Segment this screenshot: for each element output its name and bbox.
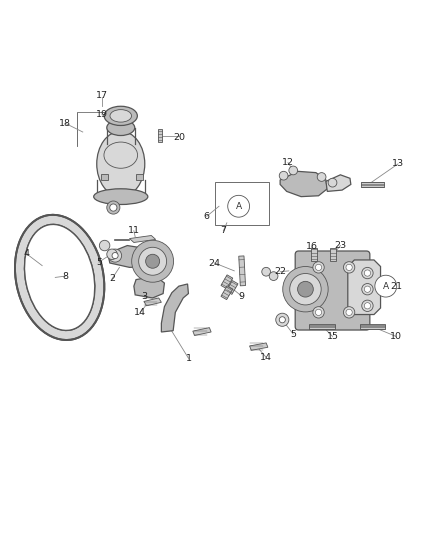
Circle shape [375, 275, 397, 297]
Polygon shape [226, 280, 238, 294]
Circle shape [313, 306, 324, 318]
Text: 4: 4 [23, 249, 29, 258]
Circle shape [107, 201, 120, 214]
Text: 16: 16 [306, 243, 318, 252]
Circle shape [362, 300, 373, 311]
Text: 22: 22 [274, 267, 286, 276]
Text: 14: 14 [260, 353, 272, 362]
Polygon shape [348, 260, 381, 314]
Text: 7: 7 [220, 226, 226, 235]
Polygon shape [221, 275, 233, 289]
Circle shape [364, 303, 371, 309]
Text: 13: 13 [392, 159, 404, 168]
Text: 5: 5 [290, 330, 296, 338]
Polygon shape [161, 284, 188, 332]
Circle shape [279, 317, 286, 323]
Text: 17: 17 [96, 91, 108, 100]
Ellipse shape [15, 215, 104, 340]
Circle shape [289, 166, 297, 175]
Text: 6: 6 [204, 212, 210, 221]
Circle shape [139, 247, 166, 275]
Ellipse shape [25, 224, 95, 330]
Polygon shape [326, 175, 351, 191]
Circle shape [315, 264, 321, 270]
Text: 12: 12 [282, 158, 294, 167]
Text: 23: 23 [334, 241, 346, 250]
Bar [101, 174, 108, 180]
Circle shape [297, 281, 313, 297]
Circle shape [132, 240, 173, 282]
Polygon shape [221, 286, 233, 300]
Text: 3: 3 [142, 292, 148, 301]
Circle shape [346, 264, 352, 270]
Circle shape [290, 273, 321, 305]
Circle shape [364, 286, 371, 292]
Circle shape [313, 262, 324, 273]
Polygon shape [309, 324, 335, 329]
Circle shape [276, 313, 289, 326]
Ellipse shape [104, 106, 138, 125]
Circle shape [109, 249, 122, 262]
Ellipse shape [107, 120, 135, 135]
Circle shape [107, 249, 117, 260]
Text: 19: 19 [96, 110, 108, 119]
Circle shape [110, 204, 117, 211]
Circle shape [269, 272, 278, 280]
Polygon shape [239, 256, 246, 286]
Ellipse shape [94, 189, 148, 205]
Text: 1: 1 [185, 354, 191, 362]
Polygon shape [311, 248, 317, 261]
Circle shape [228, 195, 250, 217]
Polygon shape [330, 248, 336, 261]
Polygon shape [361, 182, 384, 187]
Circle shape [99, 240, 110, 251]
Polygon shape [158, 129, 162, 142]
Circle shape [343, 262, 355, 273]
Ellipse shape [110, 110, 131, 122]
Circle shape [315, 309, 321, 316]
Polygon shape [130, 236, 155, 243]
Circle shape [343, 306, 355, 318]
Text: 8: 8 [62, 272, 68, 280]
Circle shape [262, 268, 271, 276]
Polygon shape [250, 343, 268, 350]
Polygon shape [360, 324, 385, 329]
Polygon shape [134, 276, 164, 298]
Circle shape [362, 268, 373, 279]
Text: 14: 14 [134, 308, 146, 317]
Text: 11: 11 [128, 226, 140, 235]
Text: 5: 5 [96, 257, 102, 266]
Circle shape [283, 266, 328, 312]
Text: 24: 24 [208, 259, 221, 268]
Text: 21: 21 [390, 281, 402, 290]
Text: 20: 20 [173, 133, 185, 142]
Circle shape [317, 173, 326, 181]
Bar [136, 174, 143, 180]
Ellipse shape [97, 131, 145, 197]
Polygon shape [280, 171, 327, 197]
Circle shape [112, 253, 118, 259]
Circle shape [362, 284, 373, 295]
Text: 15: 15 [326, 332, 339, 341]
Text: 2: 2 [109, 274, 115, 283]
Text: 18: 18 [59, 119, 71, 128]
Text: A: A [383, 281, 389, 290]
Text: 9: 9 [239, 292, 245, 301]
Circle shape [364, 270, 371, 276]
Circle shape [328, 179, 337, 187]
FancyBboxPatch shape [295, 251, 370, 330]
Polygon shape [108, 246, 158, 268]
Circle shape [146, 254, 159, 268]
Bar [215, 182, 269, 225]
Circle shape [346, 309, 352, 316]
Polygon shape [193, 328, 211, 335]
Polygon shape [144, 298, 161, 306]
Circle shape [279, 171, 288, 180]
Text: 10: 10 [390, 332, 402, 341]
Text: A: A [236, 202, 242, 211]
